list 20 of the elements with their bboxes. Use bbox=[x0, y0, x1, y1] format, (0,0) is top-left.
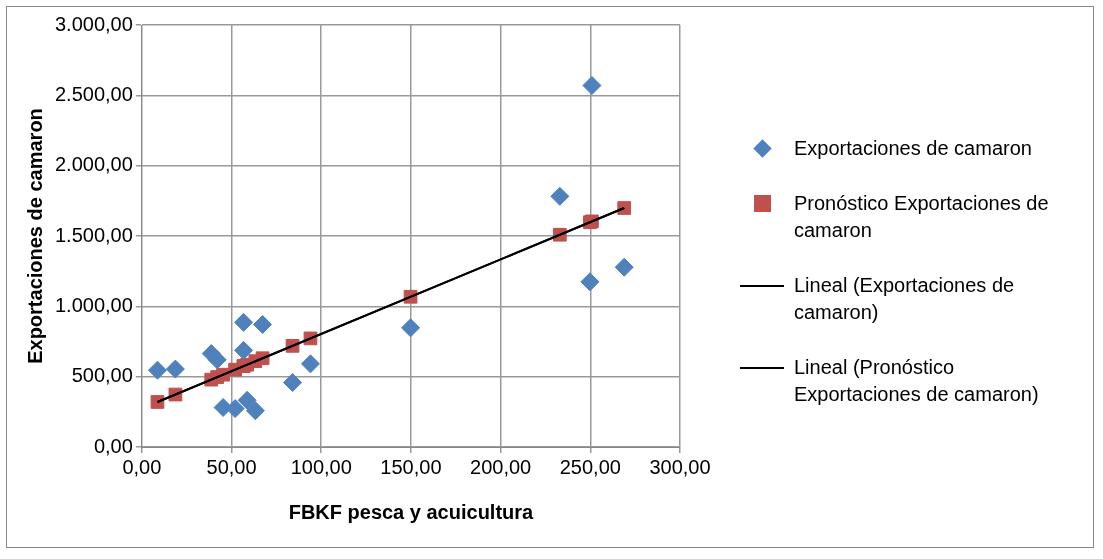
y-tick-label: 2.500,00 bbox=[54, 82, 133, 105]
x-tick-label: 150,00 bbox=[380, 455, 442, 478]
y-tick-label: 1.000,00 bbox=[54, 293, 133, 316]
x-axis-title: FBKF pesca y acuicultura bbox=[288, 500, 535, 523]
x-tick-label: 300,00 bbox=[649, 455, 711, 478]
x-tick-label: 100,00 bbox=[290, 455, 352, 478]
x-tick-label: 0,00 bbox=[122, 455, 162, 478]
legend-label: Pronóstico Exportaciones de camaron bbox=[794, 191, 1050, 243]
y-axis-title: Exportaciones de camaron bbox=[23, 108, 46, 364]
y-tick-label: 1.500,00 bbox=[54, 223, 133, 246]
y-tick-label: 500,00 bbox=[71, 364, 133, 387]
x-tick-label: 250,00 bbox=[559, 455, 621, 478]
x-tick-label: 50,00 bbox=[206, 455, 257, 478]
legend-label: Lineal (Pronóstico Exportaciones de camaron) bbox=[794, 355, 1040, 407]
legend-label: Lineal (Exportaciones de camaron) bbox=[794, 273, 1016, 325]
y-tick-label: 3.000,00 bbox=[54, 12, 133, 35]
legend-label: Exportaciones de camaron bbox=[794, 136, 1032, 161]
y-tick-label: 0,00 bbox=[93, 434, 133, 457]
y-tick-label: 2.000,00 bbox=[54, 153, 133, 176]
x-tick-label: 200,00 bbox=[470, 455, 532, 478]
